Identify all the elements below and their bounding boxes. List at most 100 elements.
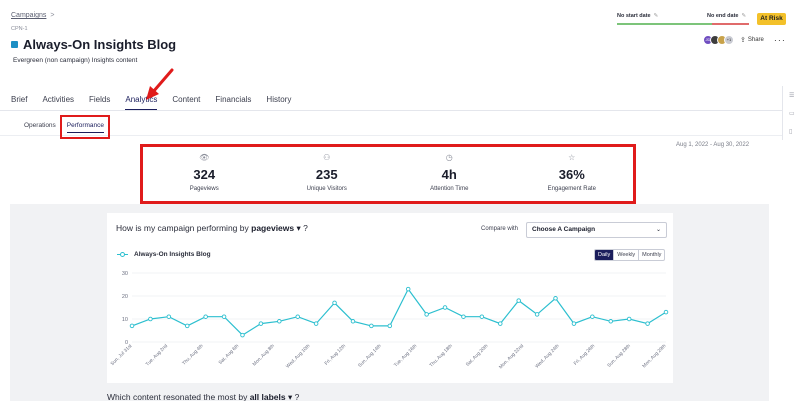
data-point	[590, 314, 595, 319]
breadcrumb-campaigns-link[interactable]: Campaigns	[11, 12, 47, 19]
x-tick-label: Tue, Aug 16th	[393, 343, 418, 368]
tab-financials[interactable]: Financials	[215, 95, 252, 104]
x-tick-label: Sun, Jul 31st	[110, 343, 134, 367]
compare-select-value: Choose A Campaign	[532, 226, 596, 233]
share-icon[interactable]: ⇪	[740, 37, 746, 44]
granularity-monthly-button[interactable]: Monthly	[638, 250, 664, 260]
avatar-overflow[interactable]: +1	[724, 35, 734, 45]
metrics-summary: 👁 324 Pageviews ⚇ 235 Unique Visitors ◷ …	[140, 144, 636, 204]
series-line	[131, 287, 667, 336]
metric-label: Pageviews	[189, 186, 219, 192]
x-tick-label: Tue, Aug 2nd	[145, 343, 170, 368]
date-range-label[interactable]: Aug 1, 2022 - Aug 30, 2022	[676, 142, 750, 148]
question-suffix: ?	[303, 223, 308, 233]
y-tick-label: 20	[122, 294, 128, 300]
compare-campaign-select[interactable]: Choose A Campaign ⌄	[526, 222, 667, 238]
end-date-label: No end date	[707, 13, 739, 19]
data-point	[571, 321, 577, 326]
data-point	[626, 316, 632, 322]
data-point	[258, 321, 264, 326]
performance-card: How is my campaign performing by pagevie…	[107, 213, 673, 383]
labels-question-text: Which content resonated the most by	[107, 392, 248, 401]
data-point	[387, 323, 393, 329]
eye-icon: 👁	[199, 153, 210, 162]
data-point	[479, 314, 485, 319]
data-point	[295, 314, 300, 319]
metric-dropdown-value: pageviews	[251, 223, 295, 233]
labels-dropdown[interactable]: all labels ▾	[249, 392, 293, 401]
y-tick-label: 0	[125, 340, 128, 346]
x-tick-label: Sun, Aug 28th	[606, 343, 632, 369]
tab-activities[interactable]: Activities	[42, 95, 75, 104]
labels-dropdown-value: all labels	[249, 392, 286, 401]
tab-brief[interactable]: Brief	[11, 95, 28, 104]
data-point	[516, 298, 521, 303]
data-point	[553, 296, 558, 301]
campaign-color-icon	[11, 41, 18, 48]
compare-label: Compare with	[481, 226, 519, 232]
pageviews-line-chart: 0 10 20 30 Sun, Jul 31st Tue, Aug 2nd Thu, Aug…	[110, 271, 669, 370]
data-point	[129, 323, 135, 329]
metric-value: 235	[315, 167, 338, 182]
breadcrumb-separator: >	[50, 12, 55, 19]
data-point	[166, 314, 172, 319]
subtabs-divider	[0, 135, 782, 136]
metric-value: 324	[193, 167, 216, 182]
star-icon: ☆	[568, 153, 576, 162]
metric-dropdown[interactable]: pageviews ▾	[251, 223, 301, 233]
end-date-field[interactable]: No end date ✎	[707, 13, 746, 19]
start-date-label: No start date	[617, 13, 651, 19]
metric-attention-time: ◷ 4h Attention Time	[388, 147, 511, 201]
trash-icon[interactable]: ▯	[789, 129, 793, 135]
granularity-weekly-button[interactable]: Weekly	[613, 250, 638, 260]
breadcrumb: Campaigns >	[11, 12, 55, 19]
tab-fields[interactable]: Fields	[89, 95, 111, 104]
metric-label: Unique Visitors	[306, 186, 347, 192]
data-point	[221, 314, 227, 319]
data-point	[369, 323, 374, 329]
campaign-id: CPN-1	[11, 26, 28, 32]
status-badge[interactable]: At Risk	[757, 13, 786, 25]
users-icon: ⚇	[323, 153, 331, 162]
chart-legend[interactable]: Always-On Insights Blog	[117, 251, 211, 258]
subtab-operations[interactable]: Operations	[24, 122, 56, 129]
subtab-performance[interactable]: Performance	[66, 122, 105, 133]
x-tick-label: Thu, Aug 18th	[428, 343, 454, 369]
y-tick-label: 10	[122, 317, 128, 323]
metric-value: 36%	[558, 167, 585, 182]
data-point	[332, 300, 337, 306]
question-text: How is my campaign performing by	[116, 223, 249, 233]
data-point	[277, 319, 282, 324]
data-point	[350, 319, 356, 324]
data-point	[424, 312, 429, 317]
clock-icon: ◷	[445, 153, 453, 162]
x-tick-label: Fri, Aug 26th	[573, 343, 597, 367]
campaign-description: Evergreen (non campaign) Insights conten…	[13, 57, 138, 64]
tab-history[interactable]: History	[266, 95, 292, 104]
annotation-arrow	[146, 68, 174, 100]
list-icon[interactable]: ☰	[789, 93, 795, 99]
x-tick-label: Mon, Aug 29th	[641, 343, 667, 369]
x-tick-label: Thu, Aug 4th	[181, 343, 205, 367]
x-tick-label: Sat, Aug 6th	[217, 343, 240, 366]
data-point	[405, 286, 411, 292]
data-point	[534, 312, 540, 317]
title-row: Always-On Insights Blog	[11, 37, 176, 52]
granularity-daily-button[interactable]: Daily	[595, 250, 614, 260]
tab-content[interactable]: Content	[172, 95, 201, 104]
legend-label: Always-On Insights Blog	[134, 251, 211, 258]
labels-question: Which content resonated the most by all …	[107, 392, 299, 401]
comment-icon[interactable]: ▭	[789, 111, 795, 117]
more-options-icon[interactable]: ···	[773, 35, 786, 45]
x-tick-label: Mon, Aug 22nd	[498, 343, 525, 370]
annotation-highlight-box	[60, 115, 110, 139]
analytics-subtabs: Operations Performance	[24, 122, 115, 133]
share-button[interactable]: Share	[747, 37, 764, 43]
x-tick-label: Wed, Aug 24th	[534, 343, 561, 370]
pencil-icon: ✎	[653, 13, 659, 19]
metric-engagement-rate: ☆ 36% Engagement Rate	[511, 147, 634, 201]
start-date-field[interactable]: No start date ✎	[617, 13, 658, 19]
data-point	[663, 309, 669, 315]
metric-pageviews: 👁 324 Pageviews	[143, 147, 266, 201]
data-point	[608, 319, 614, 324]
